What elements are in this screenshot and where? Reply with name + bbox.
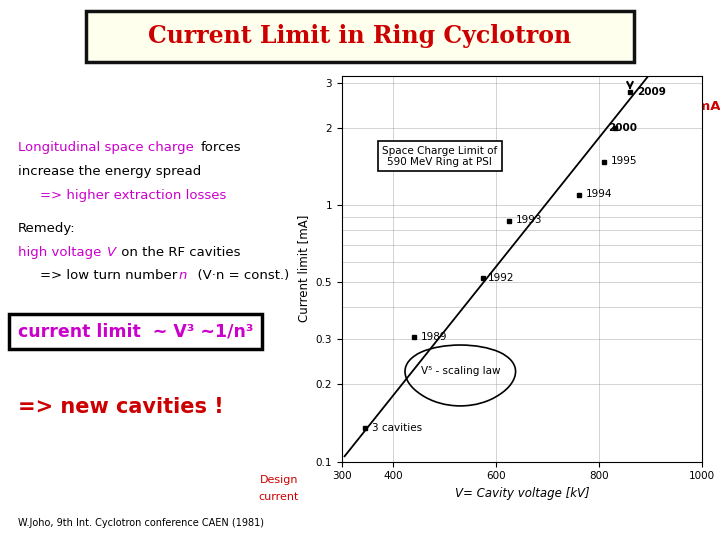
Text: current limit  ~ V³ ~1/n³: current limit ~ V³ ~1/n³	[18, 322, 253, 341]
Text: 2.4mA: 2.4mA	[673, 100, 720, 113]
Text: => new cavities !: => new cavities !	[18, 396, 224, 417]
FancyBboxPatch shape	[86, 11, 634, 62]
Text: 2000: 2000	[608, 123, 636, 133]
Text: 1989: 1989	[421, 332, 447, 342]
Text: Space Charge Limit of
590 MeV Ring at PSI: Space Charge Limit of 590 MeV Ring at PS…	[382, 146, 498, 167]
X-axis label: V= Cavity voltage [kV]: V= Cavity voltage [kV]	[455, 487, 589, 500]
Text: 1994: 1994	[585, 190, 612, 199]
Text: increase the energy spread: increase the energy spread	[18, 165, 202, 178]
Text: 1995: 1995	[611, 156, 638, 166]
Y-axis label: Current limit [mA]: Current limit [mA]	[297, 215, 310, 322]
Text: Remedy:: Remedy:	[18, 222, 76, 235]
Text: 1992: 1992	[487, 273, 514, 283]
Text: Current Limit in Ring Cyclotron: Current Limit in Ring Cyclotron	[148, 24, 572, 49]
Text: Design: Design	[261, 476, 299, 485]
Text: 1993: 1993	[516, 215, 543, 226]
Text: n: n	[179, 268, 187, 281]
Text: Longitudinal space charge: Longitudinal space charge	[18, 141, 194, 154]
Text: => higher extraction losses: => higher extraction losses	[40, 189, 226, 202]
Text: => low turn number: => low turn number	[40, 268, 181, 281]
Text: V⁵ - scaling law: V⁵ - scaling law	[420, 366, 500, 376]
Text: forces: forces	[200, 141, 240, 154]
Text: V: V	[107, 246, 116, 259]
Text: 2009: 2009	[637, 87, 666, 97]
Text: 3 cavities: 3 cavities	[372, 423, 422, 433]
Text: high voltage: high voltage	[18, 246, 106, 259]
Text: (V·n = const.): (V·n = const.)	[189, 268, 289, 281]
Text: on the RF cavities: on the RF cavities	[117, 246, 241, 259]
Text: W.Joho, 9th Int. Cyclotron conference CAEN (1981): W.Joho, 9th Int. Cyclotron conference CA…	[18, 518, 264, 528]
Text: current: current	[258, 492, 299, 502]
